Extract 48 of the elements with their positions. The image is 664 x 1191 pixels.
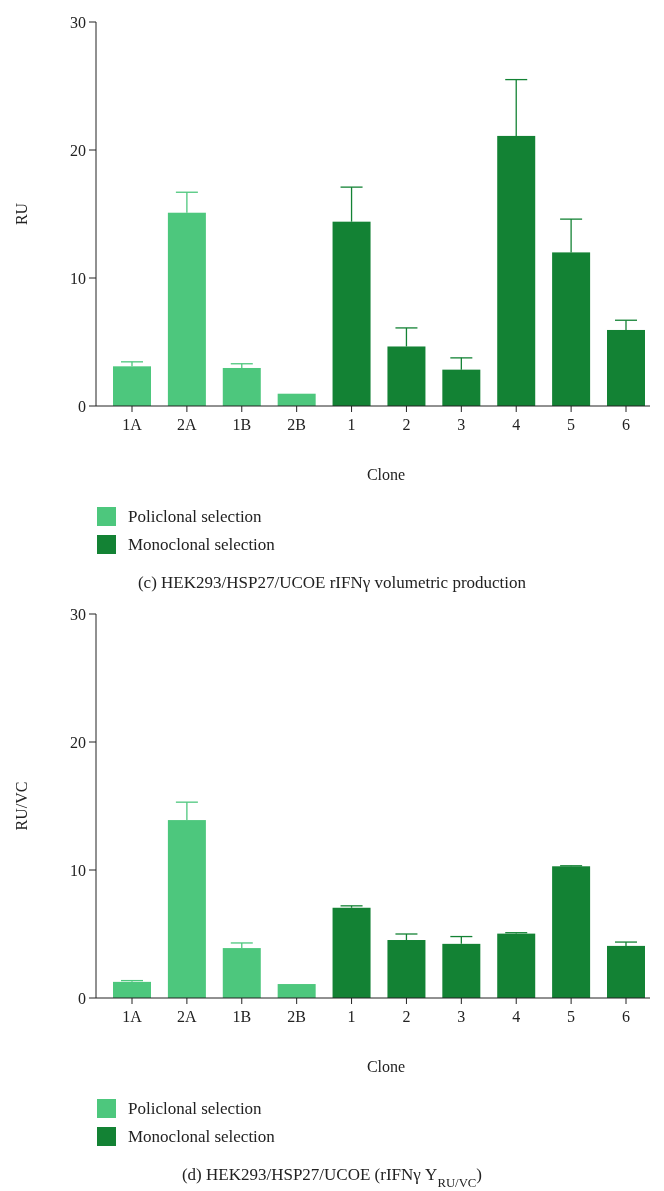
y-tick-label: 0 xyxy=(78,989,86,1007)
x-tick-label: 1B xyxy=(232,416,252,433)
x-axis-title: Clone xyxy=(366,466,406,483)
x-tick-label: 3 xyxy=(457,1008,466,1025)
x-axis-title: Clone xyxy=(366,1058,406,1075)
bar xyxy=(277,393,316,406)
legend-label: Policlonal selection xyxy=(128,1099,263,1118)
x-tick-label: 1A xyxy=(122,416,143,433)
x-tick-label: 2B xyxy=(287,416,306,433)
x-tick-label: 2 xyxy=(402,1008,411,1025)
x-tick-label: 1 xyxy=(347,416,356,433)
bar xyxy=(113,366,151,406)
x-tick-label: 6 xyxy=(622,416,630,433)
x-tick-label: 5 xyxy=(567,416,576,433)
y-tick-label: 20 xyxy=(70,141,86,159)
legend-label: Monoclonal selection xyxy=(128,535,276,554)
y-tick-label: 30 xyxy=(70,605,86,623)
legend-label: Policlonal selection xyxy=(128,507,263,526)
y-tick-label: 20 xyxy=(70,733,86,751)
x-tick-label: 3 xyxy=(457,416,466,433)
y-axis-title: RU xyxy=(13,202,30,226)
y-tick-label: 10 xyxy=(70,269,86,287)
x-tick-label: 2A xyxy=(177,1008,198,1025)
text: (c) HEK293/HSP27/UCOE rIFNγ volumetric production xyxy=(137,573,527,592)
x-tick-label: 2 xyxy=(402,416,411,433)
x-tick-label: 6 xyxy=(622,1008,630,1025)
x-tick-label: 1A xyxy=(122,1008,143,1025)
y-axis-title: RU/VC xyxy=(13,781,30,831)
x-tick-label: 2B xyxy=(287,1008,306,1025)
y-tick-label: 10 xyxy=(70,861,86,879)
x-tick-label: 5 xyxy=(567,1008,576,1025)
legend-label: Monoclonal selection xyxy=(128,1127,276,1146)
x-tick-label: 4 xyxy=(512,1008,521,1025)
y-tick-label: 30 xyxy=(70,13,86,31)
bar xyxy=(497,933,536,998)
bar xyxy=(332,907,371,998)
bar xyxy=(222,948,261,998)
bar xyxy=(552,866,591,998)
x-tick-label: 1B xyxy=(232,1008,252,1025)
x-tick-label: 2A xyxy=(177,416,198,433)
bar xyxy=(607,945,645,998)
bar xyxy=(113,981,151,998)
text: (d) HEK293/HSP27/UCOE (rIFNγ Y$_{RU/VC}$) xyxy=(181,1165,483,1190)
x-tick-label: 1 xyxy=(347,1008,356,1025)
y-tick-label: 0 xyxy=(78,397,86,415)
x-tick-label: 4 xyxy=(512,416,521,433)
bar xyxy=(222,367,261,406)
bar xyxy=(277,984,316,998)
